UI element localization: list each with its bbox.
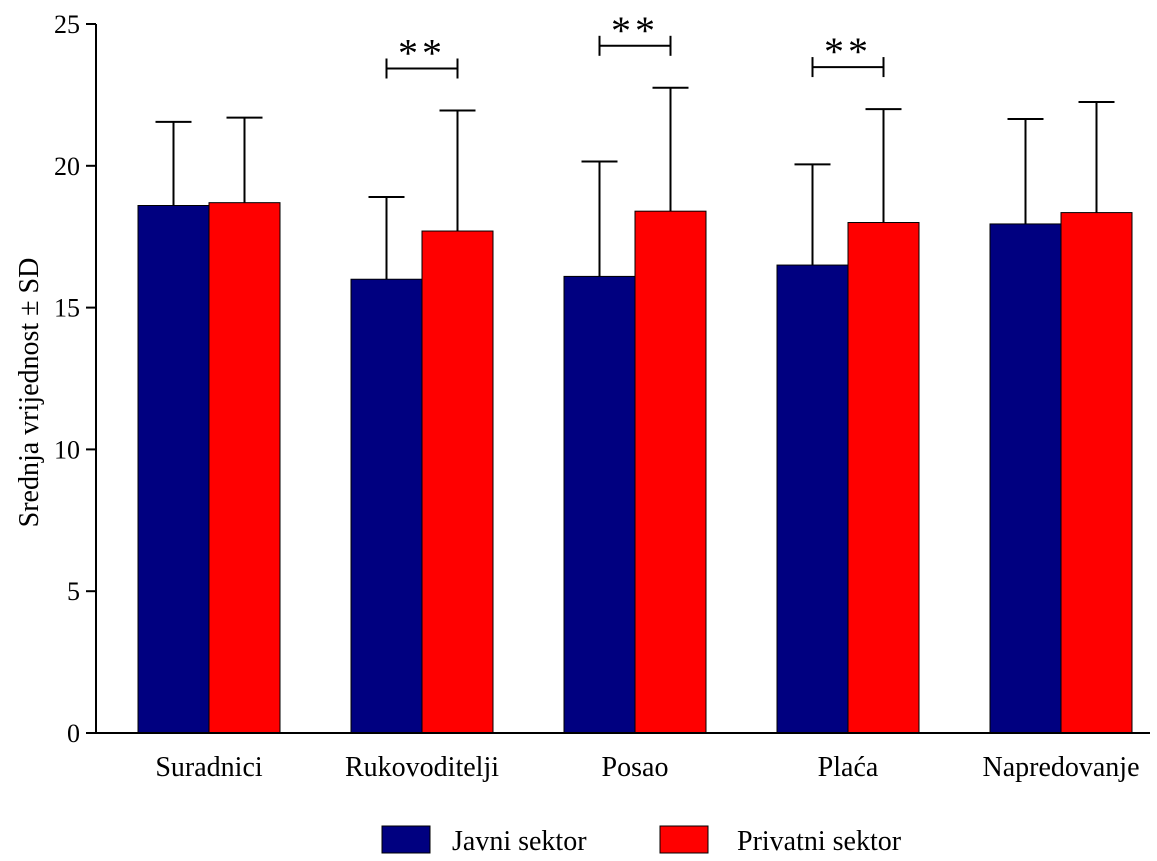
y-tick-label: 15	[54, 294, 80, 323]
x-tick-labels-layer: Suradnici Rukovoditelji Posao Plaća Napredov…	[155, 752, 1139, 783]
legend-label-privatni: Privatni sektor	[737, 826, 902, 856]
legend-swatch-privatni	[659, 825, 709, 854]
significance-label: **	[398, 30, 446, 75]
significance-layer: ** ** **	[385, 8, 885, 79]
y-tick-label: 10	[54, 435, 80, 464]
bar-privatni-4	[1060, 212, 1133, 734]
y-tick-label: 0	[67, 719, 80, 748]
bar-javni-1	[350, 278, 423, 734]
bar-privatni-2	[634, 210, 707, 734]
bar-javni-0	[137, 205, 210, 734]
y-tick-label: 20	[54, 152, 80, 181]
y-tick-label: 25	[54, 10, 80, 39]
x-tick-label: Napredovanje	[982, 752, 1139, 783]
y-axis-title: Srednja vrijednost ± SD	[14, 258, 45, 528]
y-ticks-layer: 0 5 10 15 20 25	[54, 10, 96, 748]
x-tick-label: Rukovoditelji	[345, 752, 499, 783]
y-tick-label: 5	[67, 577, 80, 606]
significance-label: **	[824, 29, 872, 74]
x-tick-label: Plaća	[818, 752, 879, 783]
legend-swatch-javni	[381, 825, 431, 854]
bar-javni-3	[776, 264, 849, 734]
axes-layer	[95, 24, 1150, 734]
x-tick-label: Posao	[602, 752, 669, 783]
legend: Javni sektor Privatni sektor	[381, 825, 902, 857]
error-bars-layer	[155, 86, 1115, 280]
legend-label-javni: Javni sektor	[452, 826, 587, 856]
bar-privatni-3	[847, 222, 920, 734]
x-tick-label: Suradnici	[155, 752, 263, 783]
bar-privatni-0	[208, 202, 281, 734]
bar-privatni-1	[421, 230, 494, 734]
bar-javni-4	[989, 223, 1062, 734]
bar-javni-2	[563, 275, 636, 734]
significance-label: **	[611, 8, 659, 53]
bars-layer	[137, 202, 1133, 734]
